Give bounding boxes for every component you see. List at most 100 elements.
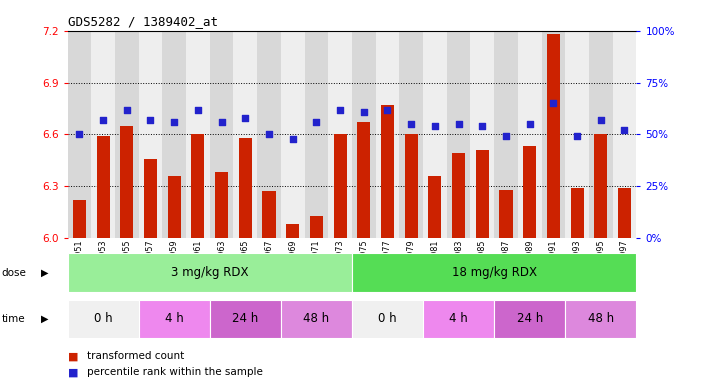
Bar <box>115 31 139 238</box>
Bar <box>73 200 86 238</box>
Text: ■: ■ <box>68 367 78 377</box>
Bar <box>287 224 299 238</box>
Bar <box>423 300 494 338</box>
Text: 24 h: 24 h <box>517 312 542 325</box>
Bar <box>139 31 162 238</box>
Point <box>334 106 346 113</box>
Point <box>453 121 464 127</box>
Point <box>169 119 180 125</box>
Point <box>572 133 583 139</box>
Text: 18 mg/kg RDX: 18 mg/kg RDX <box>451 266 537 279</box>
Bar <box>68 31 91 238</box>
Bar <box>471 31 494 238</box>
Bar <box>613 31 636 238</box>
Bar <box>304 31 328 238</box>
Bar <box>594 134 607 238</box>
Text: 48 h: 48 h <box>304 312 329 325</box>
Bar <box>547 34 560 238</box>
Bar <box>333 134 347 238</box>
Text: 4 h: 4 h <box>449 312 468 325</box>
Point <box>619 127 630 133</box>
Bar <box>358 122 370 238</box>
Bar <box>452 154 465 238</box>
Bar <box>423 31 447 238</box>
Bar <box>257 31 281 238</box>
Text: 24 h: 24 h <box>232 312 258 325</box>
Bar <box>400 31 423 238</box>
Bar <box>262 192 276 238</box>
Bar <box>352 253 636 292</box>
Point <box>358 109 370 115</box>
Bar <box>328 31 352 238</box>
Point <box>263 131 274 137</box>
Bar <box>68 300 139 338</box>
Bar <box>565 300 636 338</box>
Bar <box>405 134 418 238</box>
Point <box>216 119 228 125</box>
Bar <box>518 31 542 238</box>
Bar <box>494 300 565 338</box>
Bar <box>352 31 375 238</box>
Bar <box>428 176 442 238</box>
Bar <box>210 31 233 238</box>
Bar <box>494 31 518 238</box>
Bar <box>352 300 423 338</box>
Text: 0 h: 0 h <box>94 312 112 325</box>
Text: GDS5282 / 1389402_at: GDS5282 / 1389402_at <box>68 15 218 28</box>
Text: transformed count: transformed count <box>87 351 185 361</box>
Bar <box>523 147 536 238</box>
Bar <box>447 31 471 238</box>
Bar <box>168 176 181 238</box>
Bar <box>233 31 257 238</box>
Text: 48 h: 48 h <box>588 312 614 325</box>
Point <box>524 121 535 127</box>
Bar <box>589 31 613 238</box>
Point <box>547 100 559 106</box>
Bar <box>381 105 394 238</box>
Bar <box>618 188 631 238</box>
Bar <box>310 216 323 238</box>
Bar <box>210 300 281 338</box>
Point <box>405 121 417 127</box>
Point <box>145 117 156 123</box>
Text: 0 h: 0 h <box>378 312 397 325</box>
Text: ▶: ▶ <box>41 268 49 278</box>
Text: ■: ■ <box>68 351 78 361</box>
Bar <box>120 126 134 238</box>
Bar <box>239 138 252 238</box>
Bar <box>91 31 115 238</box>
Point <box>97 117 109 123</box>
Point <box>476 123 488 129</box>
Bar <box>281 300 352 338</box>
Text: dose: dose <box>1 268 26 278</box>
Point <box>121 106 132 113</box>
Text: ▶: ▶ <box>41 314 49 324</box>
Bar <box>144 159 157 238</box>
Point <box>74 131 85 137</box>
Text: time: time <box>1 314 25 324</box>
Bar <box>68 253 352 292</box>
Text: 4 h: 4 h <box>165 312 183 325</box>
Bar <box>571 188 584 238</box>
Point <box>429 123 441 129</box>
Bar <box>542 31 565 238</box>
Bar <box>565 31 589 238</box>
Bar <box>215 172 228 238</box>
Bar <box>375 31 400 238</box>
Text: 3 mg/kg RDX: 3 mg/kg RDX <box>171 266 249 279</box>
Bar <box>162 31 186 238</box>
Bar <box>500 190 513 238</box>
Bar <box>186 31 210 238</box>
Bar <box>281 31 304 238</box>
Point <box>382 106 393 113</box>
Point <box>311 119 322 125</box>
Text: percentile rank within the sample: percentile rank within the sample <box>87 367 263 377</box>
Bar <box>97 136 109 238</box>
Bar <box>139 300 210 338</box>
Point <box>240 115 251 121</box>
Bar <box>476 150 489 238</box>
Point <box>287 136 299 142</box>
Bar <box>191 134 205 238</box>
Point <box>595 117 606 123</box>
Point <box>501 133 512 139</box>
